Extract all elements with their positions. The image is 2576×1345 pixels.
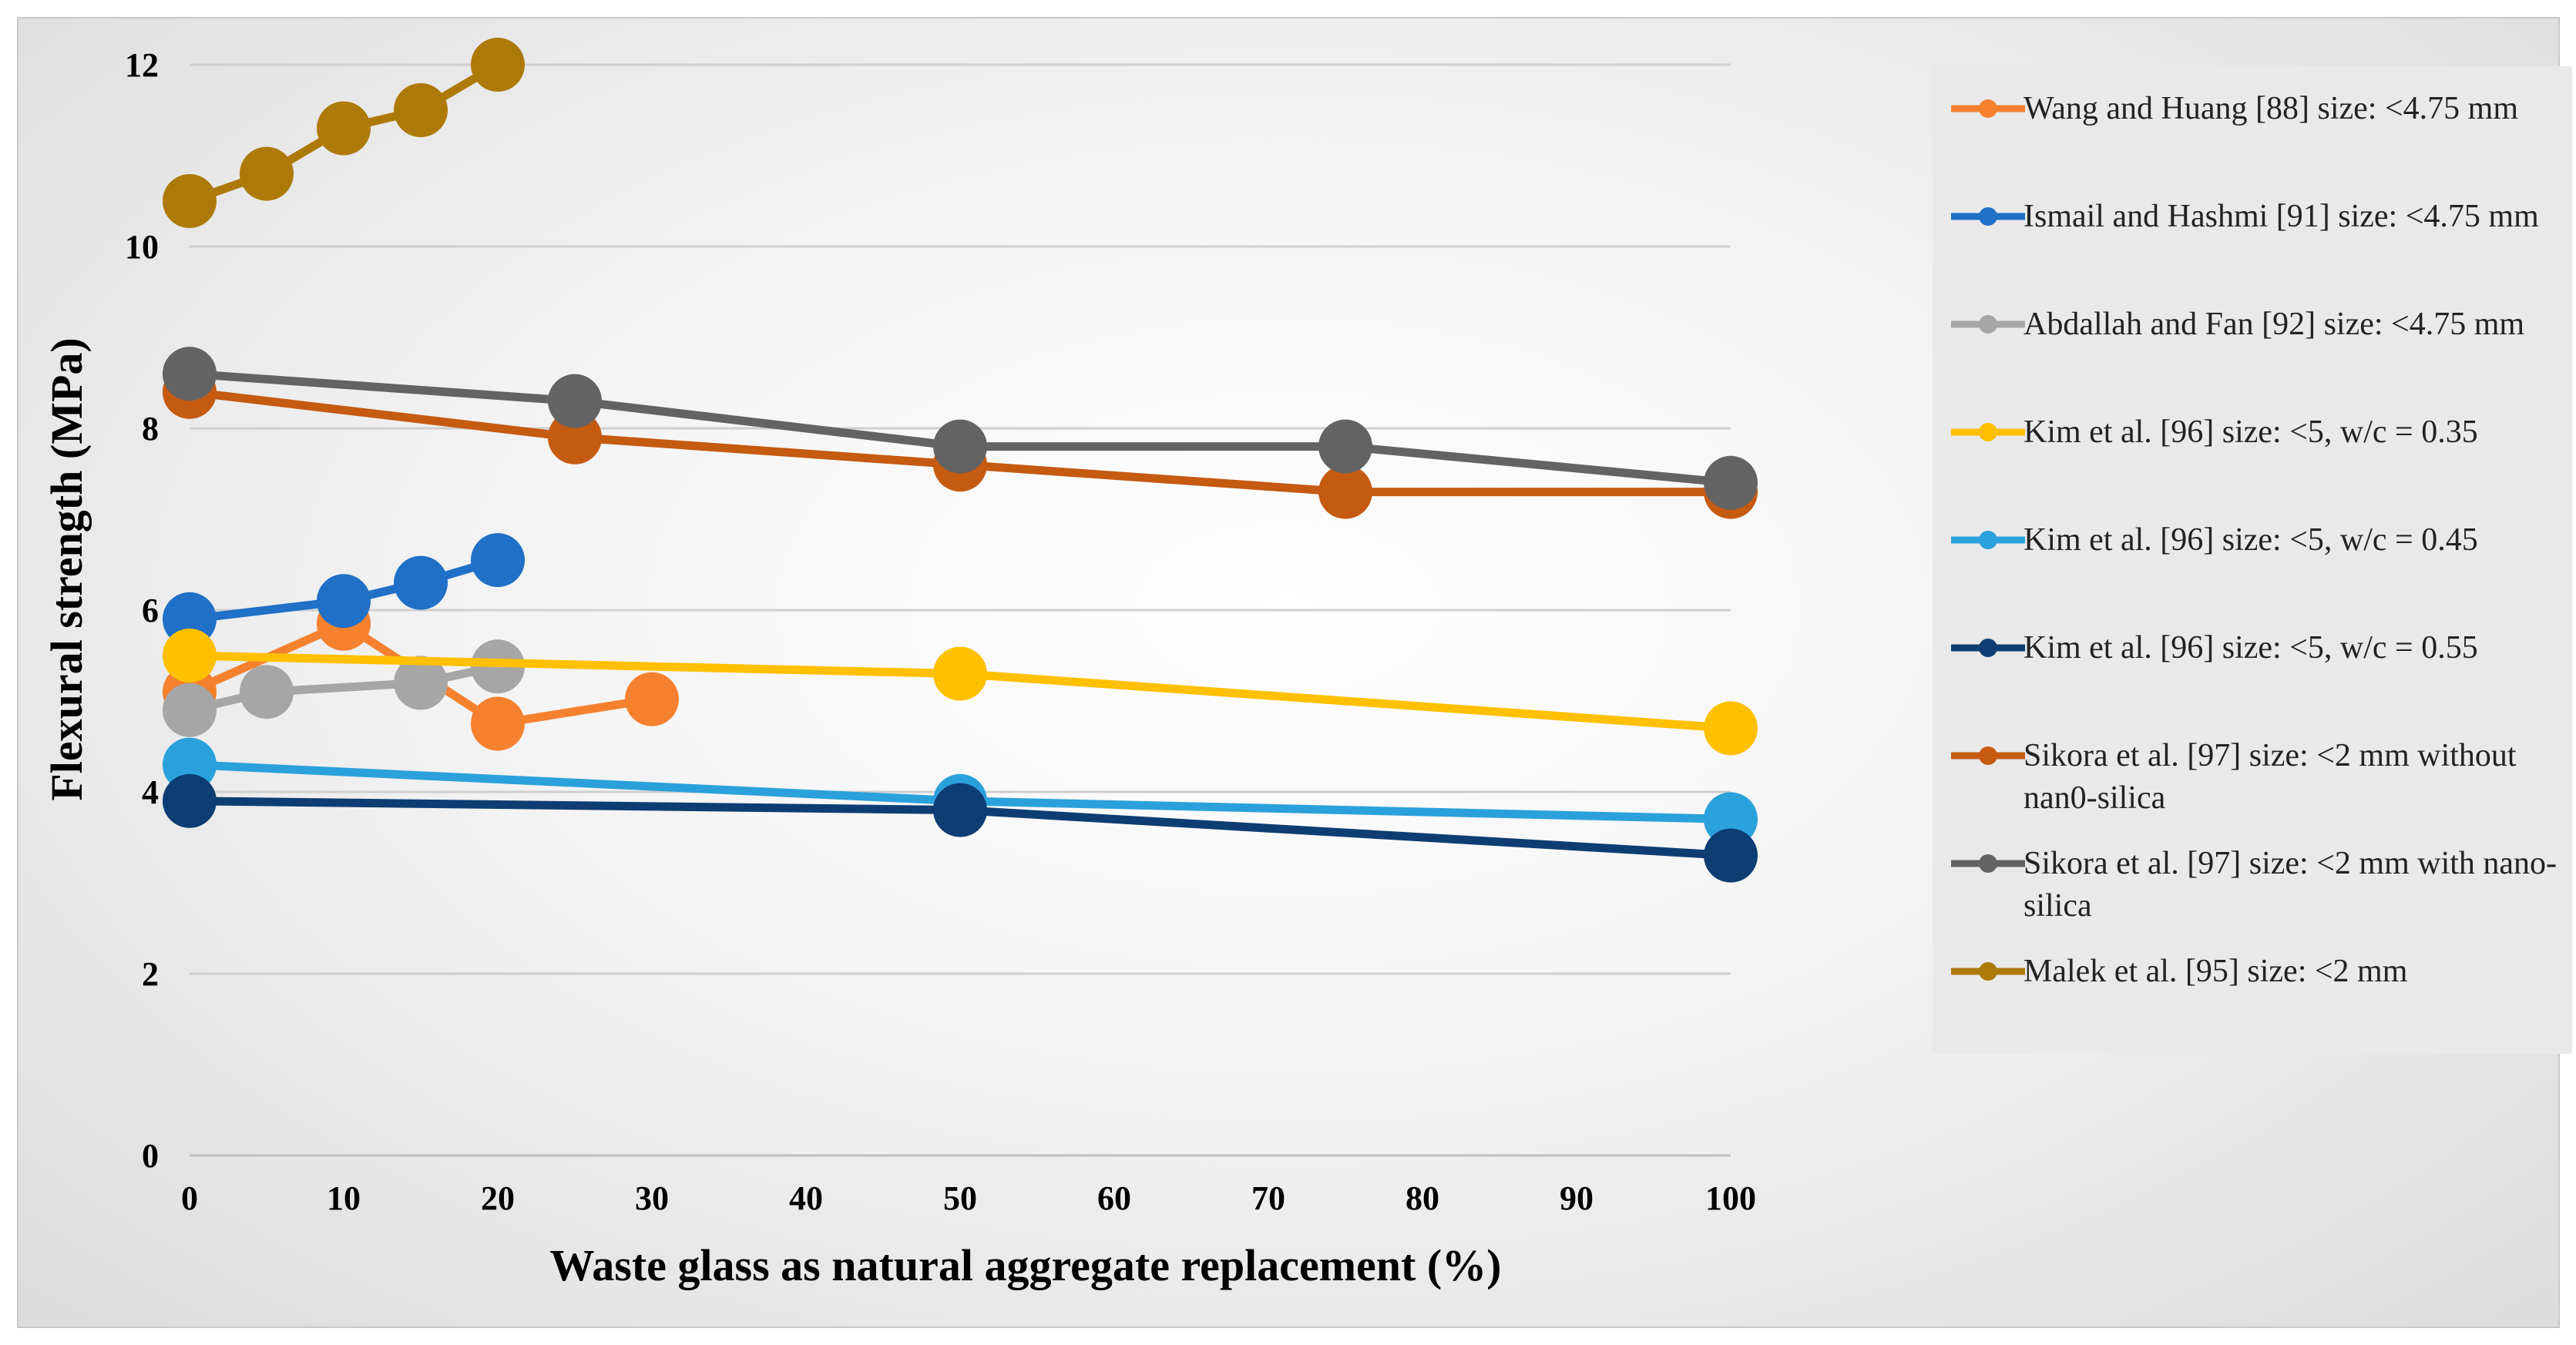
x-tick-label: 80	[1406, 1179, 1439, 1217]
data-point	[548, 374, 602, 428]
legend-swatch-marker	[1979, 639, 1997, 657]
data-point	[317, 101, 371, 156]
data-point	[394, 555, 448, 610]
legend-label: Wang and Huang [88] size: <4.75 mm	[2024, 91, 2518, 126]
x-tick-label: 50	[943, 1179, 977, 1217]
legend-swatch	[1951, 854, 2025, 873]
x-tick-label: 40	[789, 1179, 823, 1217]
data-point	[163, 347, 217, 401]
legend-item[interactable]: Kim et al. [96] size: <5, w/c = 0.35	[1933, 411, 2572, 496]
legend-swatch-marker	[1979, 746, 1997, 765]
data-point	[933, 419, 987, 474]
data-point	[625, 672, 679, 726]
y-tick-label: 0	[142, 1137, 159, 1175]
legend-label: Abdallah and Fan [92] size: <4.75 mm	[2024, 307, 2525, 342]
data-point	[163, 773, 217, 828]
series-8	[163, 38, 525, 228]
x-tick-label: 10	[327, 1179, 361, 1217]
data-point	[394, 83, 448, 137]
data-point	[240, 146, 294, 201]
x-tick-label: 60	[1097, 1179, 1131, 1217]
data-point	[163, 174, 217, 228]
legend-swatch	[1951, 423, 2025, 441]
legend-item[interactable]: Sikora et al. [97] size: <2 mm without n…	[1933, 735, 2572, 820]
x-tick-label: 20	[481, 1179, 515, 1217]
x-tick-label: 70	[1251, 1179, 1285, 1217]
legend-swatch	[1951, 639, 2025, 657]
x-axis-title: Waste glass as natural aggregate replace…	[550, 1240, 1502, 1290]
legend-label: Sikora et al. [97] size: <2 mm without n…	[2024, 738, 2517, 816]
legend-item[interactable]: Malek et al. [95] size: <2 mm	[1933, 951, 2572, 1035]
data-point	[317, 574, 371, 629]
y-tick-label: 4	[142, 773, 159, 811]
legend-item[interactable]: Sikora et al. [97] size: <2 mm with nano…	[1933, 843, 2572, 927]
legend-swatch	[1951, 99, 2025, 118]
data-point	[1704, 455, 1758, 510]
x-tick-label: 100	[1705, 1179, 1756, 1217]
data-point	[471, 533, 525, 588]
legend-item[interactable]: Kim et al. [96] size: <5, w/c = 0.55	[1933, 627, 2572, 712]
legend-swatch-marker	[1979, 962, 1997, 981]
data-point	[1704, 701, 1758, 756]
data-point	[240, 665, 294, 719]
series-5	[163, 773, 1758, 883]
legend-label: Kim et al. [96] size: <5, w/c = 0.45	[2024, 522, 2478, 558]
legend-swatch	[1951, 746, 2025, 765]
x-tick-label: 90	[1560, 1179, 1594, 1217]
legend-swatch-marker	[1979, 207, 1997, 226]
data-point	[1704, 828, 1758, 883]
legend-swatch-marker	[1979, 315, 1997, 334]
y-tick-label: 10	[125, 228, 159, 266]
series-line	[189, 555, 499, 624]
x-tick-label: 0	[181, 1179, 198, 1217]
legend-label: Malek et al. [95] size: <2 mm	[2024, 954, 2408, 989]
data-point	[933, 646, 987, 701]
legend-swatch	[1951, 315, 2025, 334]
y-tick-label: 6	[142, 592, 159, 629]
legend: Wang and Huang [88] size: <4.75 mm Ismail…	[1933, 66, 2572, 1054]
y-tick-label: 2	[142, 955, 159, 993]
legend-item[interactable]: Wang and Huang [88] size: <4.75 mm	[1933, 88, 2572, 173]
y-tick-label: 8	[142, 410, 159, 448]
legend-item[interactable]: Abdallah and Fan [92] size: <4.75 mm	[1933, 304, 2572, 388]
data-point	[163, 629, 217, 683]
y-tick-label: 12	[125, 46, 159, 84]
data-point	[1318, 465, 1372, 519]
data-point	[163, 683, 217, 737]
data-point	[471, 38, 525, 92]
legend-label: Kim et al. [96] size: <5, w/c = 0.55	[2024, 630, 2478, 666]
series-line	[188, 662, 499, 715]
legend-label: Sikora et al. [97] size: <2 mm with nano…	[2024, 846, 2558, 924]
legend-item[interactable]: Ismail and Hashmi [91] size: <4.75 mm	[1933, 196, 2572, 280]
grid-layer	[190, 63, 1731, 1157]
series-3	[163, 629, 1758, 756]
data-point	[933, 783, 987, 837]
x-tick-label: 30	[635, 1179, 669, 1217]
y-axis-title: Flexural strength (MPa)	[42, 337, 92, 800]
legend-swatch	[1951, 962, 2025, 981]
legend-swatch	[1951, 531, 2025, 549]
series-layer	[163, 38, 1758, 883]
legend-swatch-marker	[1979, 854, 1997, 873]
data-point	[1318, 419, 1372, 474]
axis-layer: 0 2 4 6 8 10 12 0 10 20 30 40 50 60 70 80 90 100	[125, 46, 1756, 1217]
legend-swatch-marker	[1979, 99, 1997, 118]
chart-svg: 0 2 4 6 8 10 12 0 10 20 30 40 50 60 70 80 90 100 Flexural…	[42, 38, 1758, 1290]
legend-label: Ismail and Hashmi [91] size: <4.75 mm	[2024, 199, 2539, 234]
legend-swatch-marker	[1979, 531, 1997, 549]
data-point	[394, 656, 448, 710]
chart-frame: 0 2 4 6 8 10 12 0 10 20 30 40 50 60 70 80 90 100 Flexural…	[17, 17, 2572, 1328]
legend-item[interactable]: Kim et al. [96] size: <5, w/c = 0.45	[1933, 519, 2572, 604]
legend-label: Kim et al. [96] size: <5, w/c = 0.35	[2024, 414, 2478, 450]
series-7	[163, 347, 1758, 510]
data-point	[471, 696, 525, 751]
legend-swatch	[1951, 207, 2025, 226]
legend-swatch-marker	[1979, 423, 1997, 441]
